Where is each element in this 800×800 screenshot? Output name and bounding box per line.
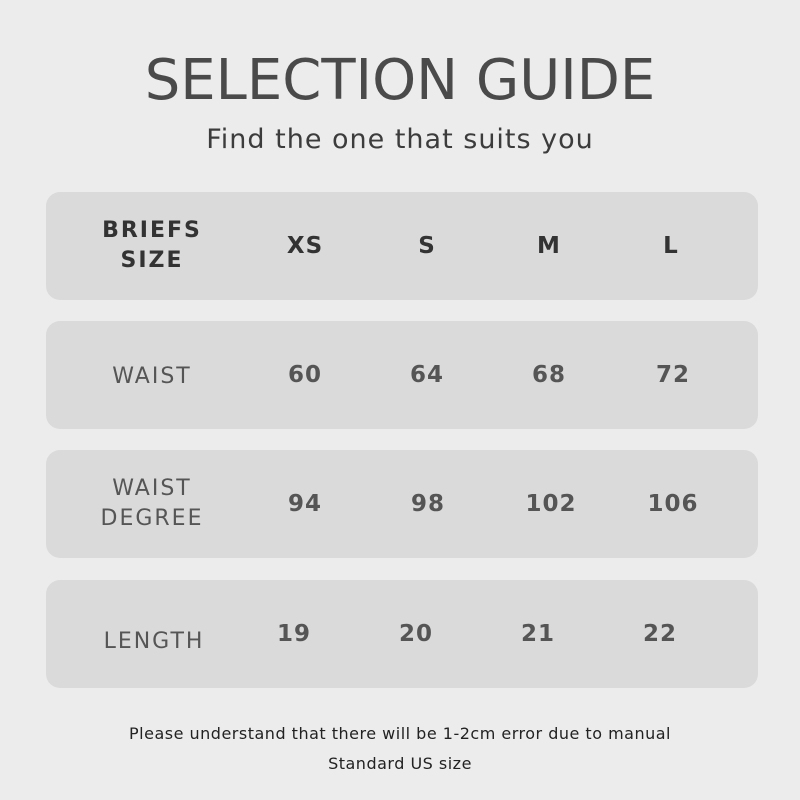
table-cell: 19: [276, 621, 312, 647]
size-s: S: [418, 233, 436, 259]
label-line: SIZE: [120, 248, 184, 273]
table-cell: 98: [410, 491, 446, 517]
size-m: M: [537, 233, 561, 259]
table-cell: 68: [531, 362, 567, 388]
label-line: WAIST: [112, 476, 192, 501]
page-title: SELECTION GUIDE: [144, 48, 656, 113]
table-cell: 64: [409, 362, 445, 388]
table-cell: 102: [525, 491, 577, 517]
size-xs: XS: [286, 233, 324, 259]
label-line: DEGREE: [100, 506, 204, 531]
table-cell: 20: [398, 621, 434, 647]
table-row-waist: WAIST 60 64 68 72: [46, 321, 758, 429]
row-label: BRIEFS SIZE: [102, 192, 202, 300]
table-header-row: BRIEFS SIZE XS S M L: [46, 192, 758, 300]
row-label: WAIST: [112, 364, 192, 389]
table-cell: 21: [520, 621, 556, 647]
size-l: L: [663, 233, 679, 259]
label-line: BRIEFS: [102, 218, 202, 243]
table-cell: 60: [287, 362, 323, 388]
table-row-waist-degree: WAIST DEGREE 94 98 102 106: [46, 450, 758, 558]
page-subtitle: Find the one that suits you: [206, 124, 594, 155]
table-cell: 106: [647, 491, 699, 517]
error-note: Please understand that there will be 1-2…: [129, 724, 671, 743]
row-label: LENGTH: [103, 629, 205, 654]
table-cell: 72: [655, 362, 691, 388]
size-standard-note: Standard US size: [328, 754, 472, 773]
table-row-length: LENGTH 19 20 21 22: [46, 580, 758, 688]
table-cell: 94: [287, 491, 323, 517]
table-cell: 22: [642, 621, 678, 647]
row-label: WAIST DEGREE: [101, 450, 204, 558]
